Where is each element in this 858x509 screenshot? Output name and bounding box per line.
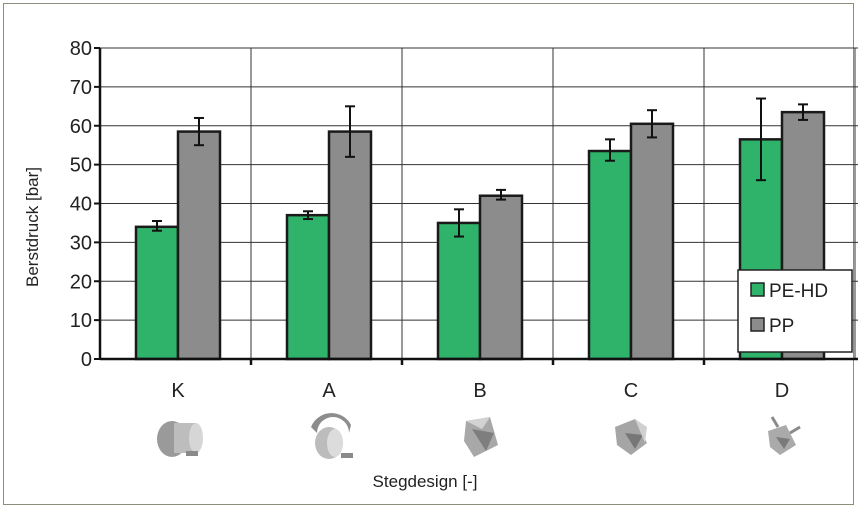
nozzle-part-b-icon [464, 417, 498, 457]
bar-pp-c [629, 122, 675, 361]
nozzle-part-d-icon [768, 416, 801, 455]
y-tick-label: 0 [81, 349, 92, 371]
part-shape [311, 413, 351, 433]
y-axis-title: Berstdruck [bar] [23, 167, 42, 287]
nozzle-part-c-icon [615, 419, 647, 455]
part-shape [186, 451, 198, 456]
x-tick-label: C [624, 380, 638, 402]
part-shape [770, 416, 780, 428]
part-shape [189, 423, 203, 453]
x-tick-label: B [473, 380, 486, 402]
part-shape [625, 433, 643, 449]
chart-frame [3, 3, 854, 505]
y-tick-label: 70 [70, 77, 92, 99]
category-icons [157, 413, 801, 459]
part-shape [327, 429, 343, 457]
y-tick-label: 40 [70, 194, 92, 216]
part-shape [466, 417, 490, 429]
bar-pe-hd-a [285, 213, 331, 361]
part-shape [776, 437, 790, 449]
y-tick-label: 60 [70, 116, 92, 138]
part-shape [635, 419, 647, 443]
legend-label-pp: PP [769, 316, 794, 337]
bar-pe-hd-b [436, 221, 482, 361]
bar-pe-hd-c [587, 149, 633, 361]
part-shape [341, 453, 353, 458]
axes-layer: 0 10 20 30 40 50 60 70 80 K A B C D [70, 38, 858, 402]
bar-pp-a [327, 130, 373, 361]
part-shape [472, 429, 494, 451]
bar-pp-k [176, 130, 222, 361]
nozzle-part-k-icon [157, 421, 203, 457]
bar-pe-hd-k [134, 225, 180, 361]
x-tick-label: K [171, 380, 185, 402]
legend-swatch-pp [750, 317, 765, 332]
y-tick-label: 30 [70, 232, 92, 254]
y-tick-label: 80 [70, 38, 92, 60]
legend: PE-HD PP [737, 269, 853, 353]
x-tick-label: D [775, 380, 789, 402]
legend-swatch-pe-hd [750, 282, 765, 297]
part-shape [789, 425, 801, 435]
bar-pp-b [478, 194, 524, 361]
bars-layer [134, 97, 826, 361]
y-tick-label: 20 [70, 271, 92, 293]
x-tick-label: A [322, 380, 336, 402]
y-tick-label: 10 [70, 310, 92, 332]
legend-label-pe-hd: PE-HD [769, 281, 828, 302]
grid-lines [100, 47, 858, 359]
y-tick-label: 50 [70, 155, 92, 177]
x-axis-title: Stegdesign [-] [373, 472, 478, 491]
nozzle-part-a-icon [311, 413, 353, 459]
